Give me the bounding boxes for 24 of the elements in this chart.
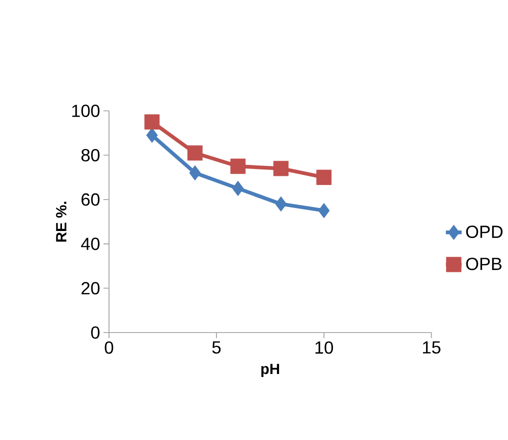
- point: [275, 196, 287, 212]
- point: [230, 158, 246, 174]
- point: [144, 114, 160, 130]
- legend-label: OPB: [466, 258, 502, 270]
- y-tick-label: 80: [81, 149, 100, 162]
- y-tick-label: 20: [82, 282, 100, 295]
- y-tick-label: 100: [72, 104, 100, 118]
- point: [273, 161, 289, 176]
- x-tick-label: 5: [212, 342, 221, 354]
- point: [146, 128, 158, 143]
- point: [232, 180, 244, 196]
- x-tick-label: 15: [422, 342, 440, 354]
- y-tick-label: 60: [82, 193, 100, 206]
- y-axis-title: RE %.: [56, 202, 66, 242]
- y-tick-label: 40: [81, 238, 100, 250]
- point: [316, 170, 332, 186]
- x-tick-label: 0: [104, 341, 114, 354]
- point: [189, 165, 201, 181]
- point: [318, 203, 330, 218]
- legend-label: OPD: [466, 226, 503, 238]
- x-axis-title: pH: [261, 364, 280, 378]
- point: [187, 145, 203, 161]
- x-tick-label: 10: [316, 341, 334, 354]
- y-tick-label: 0: [91, 326, 100, 339]
